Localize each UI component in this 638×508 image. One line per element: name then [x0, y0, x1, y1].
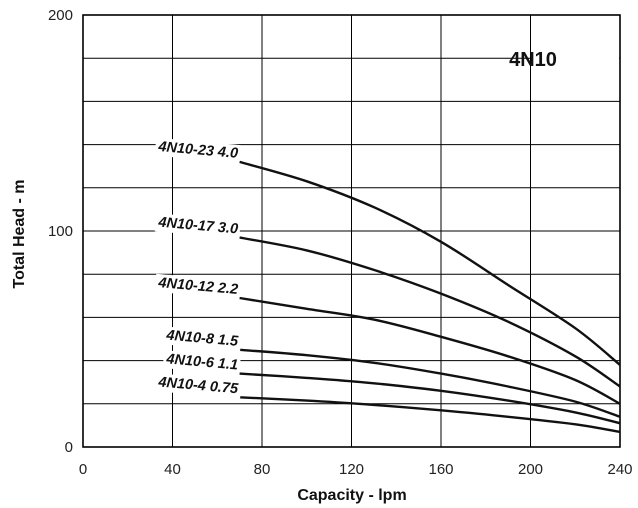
x-tick-label: 160 [428, 461, 453, 478]
x-tick-label: 240 [607, 461, 632, 478]
curve-labels: 4N10-23 4.0 4N10-17 3.0 4N10-12 2.2 4N10-8 … [154, 137, 242, 399]
curve-label-group: 4N10-23 4.0 [154, 137, 241, 164]
y-tick-label: 0 [65, 439, 73, 456]
curve-label-bg [162, 326, 242, 352]
curve-series-6 [239, 396, 621, 434]
x-tick-label: 200 [518, 461, 543, 478]
curve-label-bg [154, 137, 241, 164]
curve-label-bg [154, 213, 241, 239]
y-tick-label: 100 [48, 223, 73, 240]
curve-label: 4N10-12 2.2 [157, 275, 239, 298]
curve-label-group: 4N10-6 1.1 [162, 350, 241, 375]
curve-label: 4N10-17 3.0 [157, 214, 239, 237]
curve-label: 4N10-8 1.5 [165, 328, 240, 350]
curve-label: 4N10-4 0.75 [157, 374, 240, 397]
x-tick-label: 40 [164, 461, 181, 478]
curve-label-bg [154, 273, 241, 300]
curve-label-bg [162, 350, 241, 375]
curve-label-group: 4N10-8 1.5 [162, 326, 242, 352]
y-tick-label: 200 [48, 7, 73, 24]
x-tick-label: 80 [254, 461, 271, 478]
curve-label-group: 4N10-4 0.75 [154, 373, 242, 399]
curve-series-4 [239, 348, 621, 418]
curve-label-group: 4N10-12 2.2 [154, 273, 241, 300]
curve-series-3 [239, 296, 621, 405]
curve-series-1 [239, 160, 621, 366]
curve-label: 4N10-6 1.1 [165, 351, 239, 373]
x-tick-label: 120 [339, 461, 364, 478]
x-axis-title: Capacity - lpm [297, 487, 406, 504]
chart-title: 4N10 [509, 49, 557, 71]
curve-series-5 [239, 372, 621, 425]
performance-curves [239, 160, 621, 434]
curve-label-group: 4N10-17 3.0 [154, 213, 241, 239]
curve-label: 4N10-23 4.0 [157, 139, 239, 162]
curve-label-bg [154, 373, 242, 399]
axis-ticks: 0 40 80 120 160 200 240 0 100 200 [48, 7, 633, 478]
y-axis-title: Total Head - m [11, 179, 28, 288]
x-tick-label: 0 [79, 461, 87, 478]
curve-series-2 [239, 236, 621, 388]
plot-border [82, 14, 621, 448]
title-box [531, 37, 619, 101]
